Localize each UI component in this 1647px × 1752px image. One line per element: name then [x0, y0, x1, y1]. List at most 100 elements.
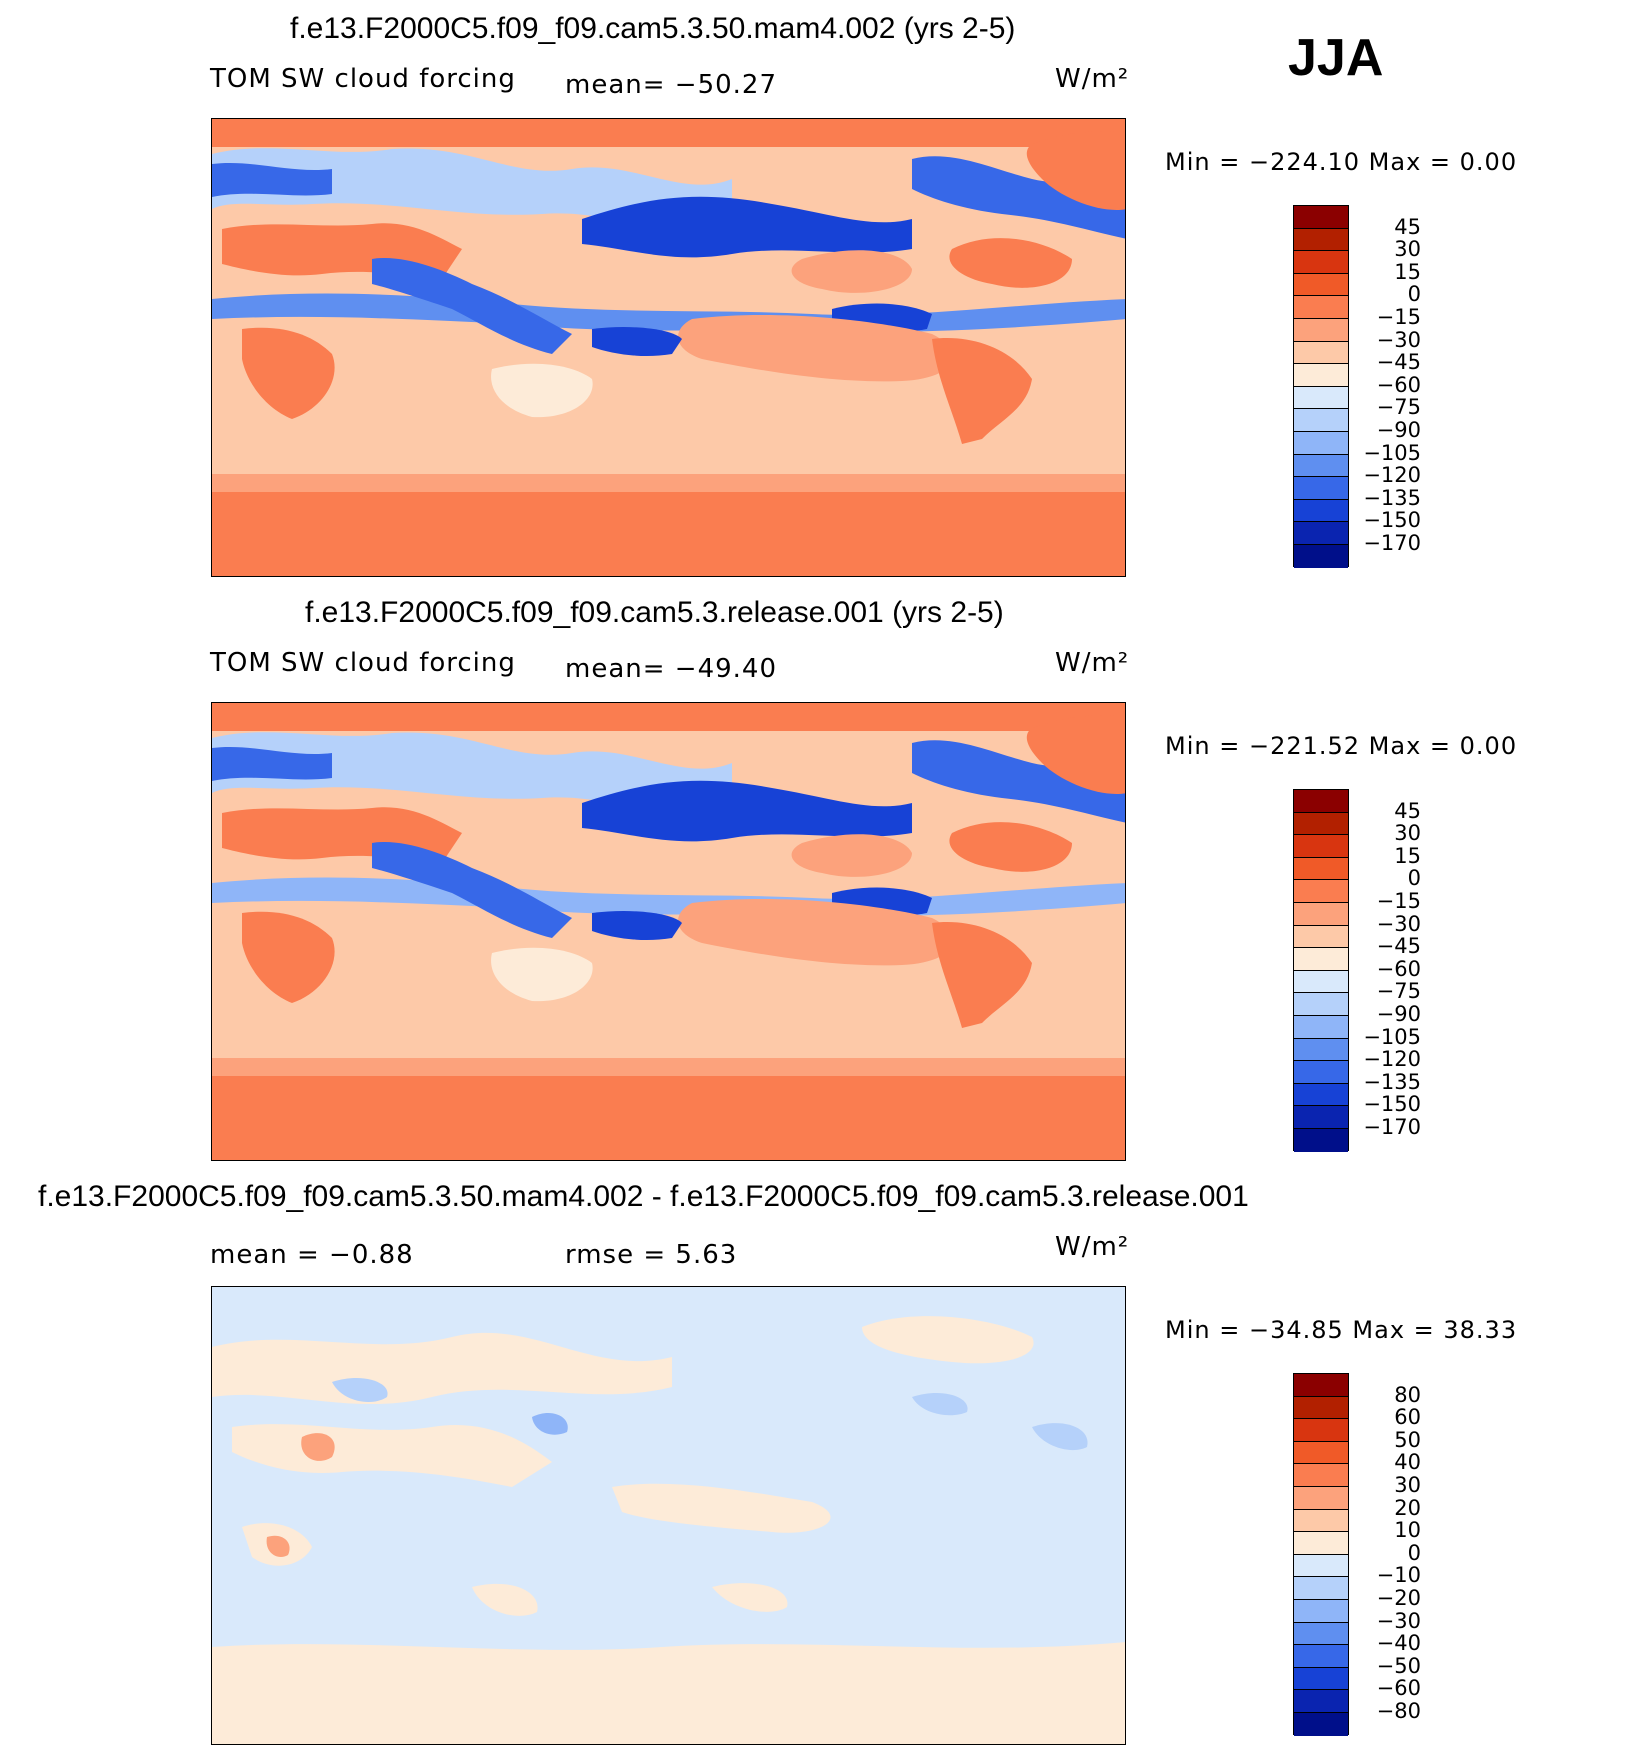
colorbar-tick-label: −10	[1376, 1563, 1421, 1588]
colorbar-box	[1294, 948, 1348, 971]
colorbar-box	[1294, 970, 1348, 994]
colorbar-tick-label: 45	[1394, 214, 1421, 239]
colorbar-box	[1294, 1441, 1348, 1465]
panel3-colorbar	[1293, 1373, 1349, 1736]
colorbar-box	[1294, 857, 1348, 881]
colorbar-box	[1294, 1128, 1348, 1152]
colorbar-tick-label: 80	[1394, 1382, 1421, 1407]
colorbar-box	[1294, 790, 1348, 813]
colorbar-box	[1294, 1419, 1348, 1442]
colorbar-tick-label: 40	[1394, 1450, 1421, 1475]
colorbar-tick-label: 20	[1394, 1495, 1421, 1520]
panel1-title: f.e13.F2000C5.f09_f09.cam5.3.50.mam4.002…	[290, 12, 1016, 45]
colorbar-tick-label: −75	[1376, 395, 1421, 420]
panel1-variable: TOM SW cloud forcing	[210, 64, 516, 94]
colorbar-tick-label: −80	[1376, 1699, 1421, 1723]
colorbar-box	[1294, 812, 1348, 836]
colorbar-box	[1294, 993, 1348, 1016]
colorbar-box	[1294, 1015, 1348, 1039]
colorbar-tick-label: 15	[1394, 843, 1421, 868]
colorbar-tick-label: 45	[1394, 798, 1421, 823]
colorbar-tick-label: 30	[1394, 821, 1421, 846]
colorbar-tick-label: 10	[1394, 1518, 1421, 1543]
colorbar-tick-label: −105	[1363, 1024, 1421, 1049]
panel1-colorbar	[1293, 205, 1349, 568]
panel2-title: f.e13.F2000C5.f09_f09.cam5.3.release.001…	[305, 596, 1004, 629]
colorbar-box	[1294, 1509, 1348, 1533]
colorbar-tick-label: −135	[1363, 1069, 1421, 1094]
panel2-mean: mean= −49.40	[565, 654, 778, 684]
colorbar-box	[1294, 341, 1348, 365]
colorbar-tick-label: −120	[1363, 1047, 1421, 1072]
panel3-minmax: Min = −34.85 Max = 38.33	[1165, 1316, 1518, 1344]
colorbar-tick-label: −150	[1363, 508, 1421, 533]
colorbar-box	[1294, 1712, 1348, 1736]
colorbar-box	[1294, 1532, 1348, 1555]
panel1-minmax: Min = −224.10 Max = 0.00	[1165, 148, 1518, 176]
panel2-map	[211, 702, 1126, 1161]
colorbar-tick-label: −30	[1376, 911, 1421, 936]
colorbar-box	[1294, 251, 1348, 274]
colorbar-tick-label: −15	[1376, 889, 1421, 913]
colorbar-box	[1294, 1083, 1348, 1107]
panel2-minmax: Min = −221.52 Max = 0.00	[1165, 732, 1518, 760]
colorbar-box	[1294, 364, 1348, 387]
colorbar-box	[1294, 1396, 1348, 1420]
colorbar-box	[1294, 1374, 1348, 1397]
colorbar-tick-label: −90	[1376, 1002, 1421, 1026]
colorbar-tick-label: 0	[1407, 282, 1421, 307]
colorbar-box	[1294, 902, 1348, 926]
colorbar-box	[1294, 925, 1348, 949]
colorbar-box	[1294, 386, 1348, 410]
colorbar-box	[1294, 1599, 1348, 1623]
colorbar-box	[1294, 206, 1348, 229]
colorbar-tick-label: 50	[1394, 1427, 1421, 1452]
colorbar-box	[1294, 454, 1348, 478]
colorbar-box	[1294, 273, 1348, 297]
colorbar-tick-label: −170	[1363, 531, 1421, 555]
colorbar-tick-label: 60	[1394, 1405, 1421, 1430]
colorbar-tick-label: −75	[1376, 979, 1421, 1004]
colorbar-box	[1294, 1690, 1348, 1713]
colorbar-box	[1294, 296, 1348, 319]
colorbar-tick-label: −135	[1363, 485, 1421, 510]
panel2-map-field	[212, 703, 1125, 1160]
panel1-map	[211, 118, 1126, 577]
colorbar-tick-label: −120	[1363, 463, 1421, 488]
panel3-units: W/m²	[1055, 1232, 1130, 1262]
colorbar-box	[1294, 1464, 1348, 1487]
colorbar-tick-label: −60	[1376, 372, 1421, 397]
colorbar-box	[1294, 431, 1348, 455]
colorbar-tick-label: −60	[1376, 1676, 1421, 1701]
panel2-units: W/m²	[1055, 648, 1130, 678]
colorbar-tick-label: −20	[1376, 1586, 1421, 1610]
colorbar-box	[1294, 1622, 1348, 1646]
colorbar-box	[1294, 228, 1348, 252]
colorbar-tick-label: −50	[1376, 1653, 1421, 1678]
panel1-map-field	[212, 119, 1125, 576]
panel2-colorbar	[1293, 789, 1349, 1152]
panel1-units: W/m²	[1055, 64, 1130, 94]
panel1-mean: mean= −50.27	[565, 70, 778, 100]
colorbar-tick-label: −170	[1363, 1115, 1421, 1139]
colorbar-tick-label: −105	[1363, 440, 1421, 465]
panel2-variable: TOM SW cloud forcing	[210, 648, 516, 678]
colorbar-tick-label: −45	[1376, 350, 1421, 375]
colorbar-box	[1294, 1486, 1348, 1510]
colorbar-tick-label: −30	[1376, 327, 1421, 352]
colorbar-tick-label: 0	[1407, 1540, 1421, 1565]
colorbar-box	[1294, 544, 1348, 568]
colorbar-box	[1294, 1667, 1348, 1691]
panel3-map	[211, 1286, 1126, 1745]
colorbar-box	[1294, 835, 1348, 858]
colorbar-tick-label: −150	[1363, 1092, 1421, 1117]
colorbar-tick-label: −40	[1376, 1631, 1421, 1656]
colorbar-box	[1294, 1038, 1348, 1062]
colorbar-box	[1294, 499, 1348, 523]
panel3-rmse: rmse = 5.63	[565, 1240, 738, 1270]
colorbar-tick-label: 30	[1394, 237, 1421, 262]
colorbar-tick-label: −30	[1376, 1608, 1421, 1633]
colorbar-tick-label: 15	[1394, 259, 1421, 284]
colorbar-box	[1294, 409, 1348, 432]
colorbar-tick-label: −15	[1376, 305, 1421, 329]
